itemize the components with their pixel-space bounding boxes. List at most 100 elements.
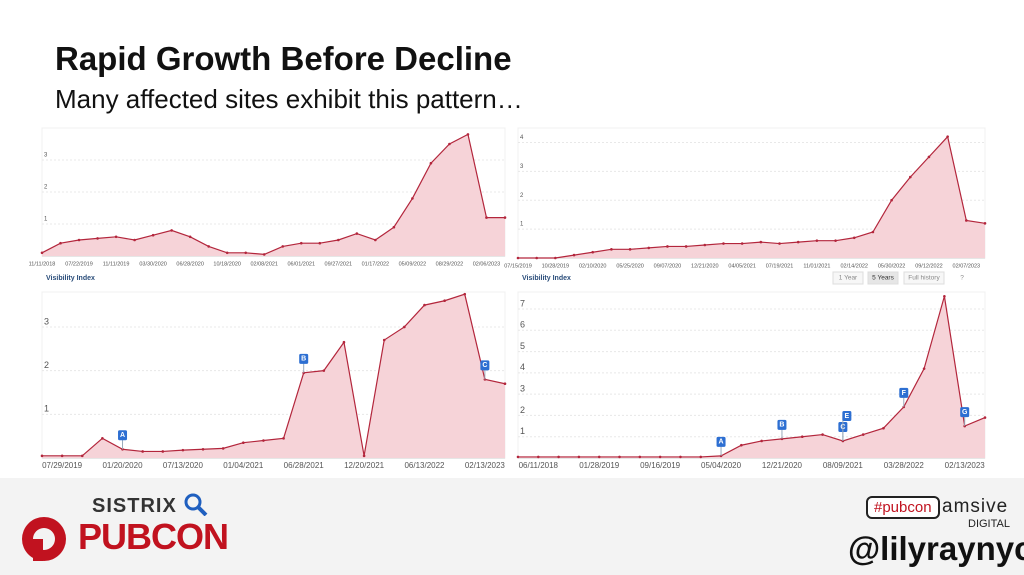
pubcon-logo: PUBCON [78, 516, 229, 557]
range-button[interactable] [867, 271, 899, 285]
point [618, 455, 621, 459]
range-button-label[interactable]: 1 Year [839, 275, 858, 282]
x-tick-label: 07/29/2019 [42, 461, 83, 470]
point [382, 338, 386, 342]
x-tick-label: 06/28/2021 [284, 461, 325, 470]
point [902, 405, 906, 409]
x-tick-label: 06/13/2022 [404, 461, 445, 470]
point [96, 237, 99, 240]
point [242, 441, 245, 445]
x-tick-label: 02/06/2023 [473, 261, 501, 267]
point [262, 439, 265, 442]
line [518, 296, 986, 458]
sistrix-logo: SISTRIX [92, 492, 209, 518]
point [684, 245, 688, 248]
annotation-badge [118, 430, 128, 441]
point [161, 450, 165, 453]
point [403, 325, 406, 329]
area [42, 294, 505, 458]
x-tick-label: 10/28/2019 [542, 263, 570, 269]
annotation-label: B [301, 356, 306, 363]
point [466, 133, 470, 136]
point [759, 240, 763, 244]
point [628, 248, 632, 251]
x-tick-label: 06/11/2018 [519, 461, 559, 470]
x-tick-label: 06/28/2020 [176, 261, 204, 267]
point [114, 235, 118, 239]
point [141, 450, 144, 453]
twitter-handle: @lilyraynyc [848, 530, 1024, 567]
point [355, 232, 359, 235]
annotation-badge [777, 419, 787, 430]
x-tick-label: 05/09/2022 [399, 261, 427, 267]
point [572, 253, 576, 257]
point [392, 225, 396, 229]
point [282, 437, 285, 440]
point [852, 236, 856, 240]
hashtag: #pubcon [866, 496, 940, 519]
x-tick-label: 08/09/2021 [823, 461, 864, 470]
x-tick-label: 10/18/2020 [213, 261, 241, 267]
line [518, 135, 986, 259]
point [337, 238, 340, 242]
point [780, 437, 784, 441]
range-button-label[interactable]: Full history [908, 275, 940, 282]
point [908, 175, 912, 179]
annotation-label: E [845, 413, 850, 420]
y-tick-label: 1 [520, 426, 525, 436]
point [679, 455, 682, 459]
point [411, 197, 414, 200]
x-tick-label: 04/05/2021 [728, 263, 756, 269]
x-tick-label: 09/16/2019 [640, 461, 681, 470]
amsive-digital: DIGITAL [968, 518, 1010, 530]
point [121, 447, 124, 451]
point [101, 437, 104, 440]
range-button-label: ? [960, 275, 964, 282]
point [503, 382, 507, 386]
point [181, 448, 185, 452]
logo-text: SISTRIX [92, 495, 177, 517]
range-button-label[interactable]: 5 Years [872, 275, 894, 282]
point [963, 424, 966, 428]
y-tick-label: 2 [520, 405, 525, 415]
point [423, 303, 426, 307]
slide-subtitle: Many affected sites exhibit this pattern… [55, 84, 523, 114]
annotation-label: F [902, 390, 907, 397]
point [535, 256, 538, 260]
range-button[interactable] [832, 271, 864, 285]
point [503, 216, 507, 219]
point [77, 238, 81, 242]
annotation-label: C [482, 362, 487, 369]
annotation-label: A [719, 439, 724, 446]
point [591, 250, 595, 254]
y-tick-label: 2 [44, 185, 48, 191]
magnifier-icon [184, 493, 208, 517]
point [537, 455, 540, 459]
point [800, 435, 804, 439]
x-tick-label: 03/28/2022 [884, 461, 925, 470]
point [516, 455, 520, 459]
point [658, 455, 662, 459]
x-tick-label: 02/08/2021 [250, 261, 278, 267]
point [221, 447, 225, 450]
point [983, 416, 987, 419]
x-tick-label: 01/04/2021 [223, 461, 264, 470]
annotation-badge [960, 407, 970, 418]
point [796, 240, 800, 244]
point [80, 454, 84, 458]
chart-title: Visibility Index [46, 275, 95, 282]
annotation-badge [842, 410, 852, 421]
point [443, 299, 446, 303]
x-tick-label: 02/07/2023 [953, 263, 981, 269]
x-tick-label: 07/19/2021 [766, 263, 794, 269]
point [740, 443, 743, 447]
point [890, 198, 893, 202]
x-tick-label: 01/28/2019 [579, 461, 620, 470]
range-button[interactable] [903, 271, 945, 285]
point [719, 454, 723, 458]
y-tick-label: 3 [520, 384, 525, 394]
point [943, 294, 946, 298]
point [281, 245, 285, 248]
point [170, 229, 173, 232]
